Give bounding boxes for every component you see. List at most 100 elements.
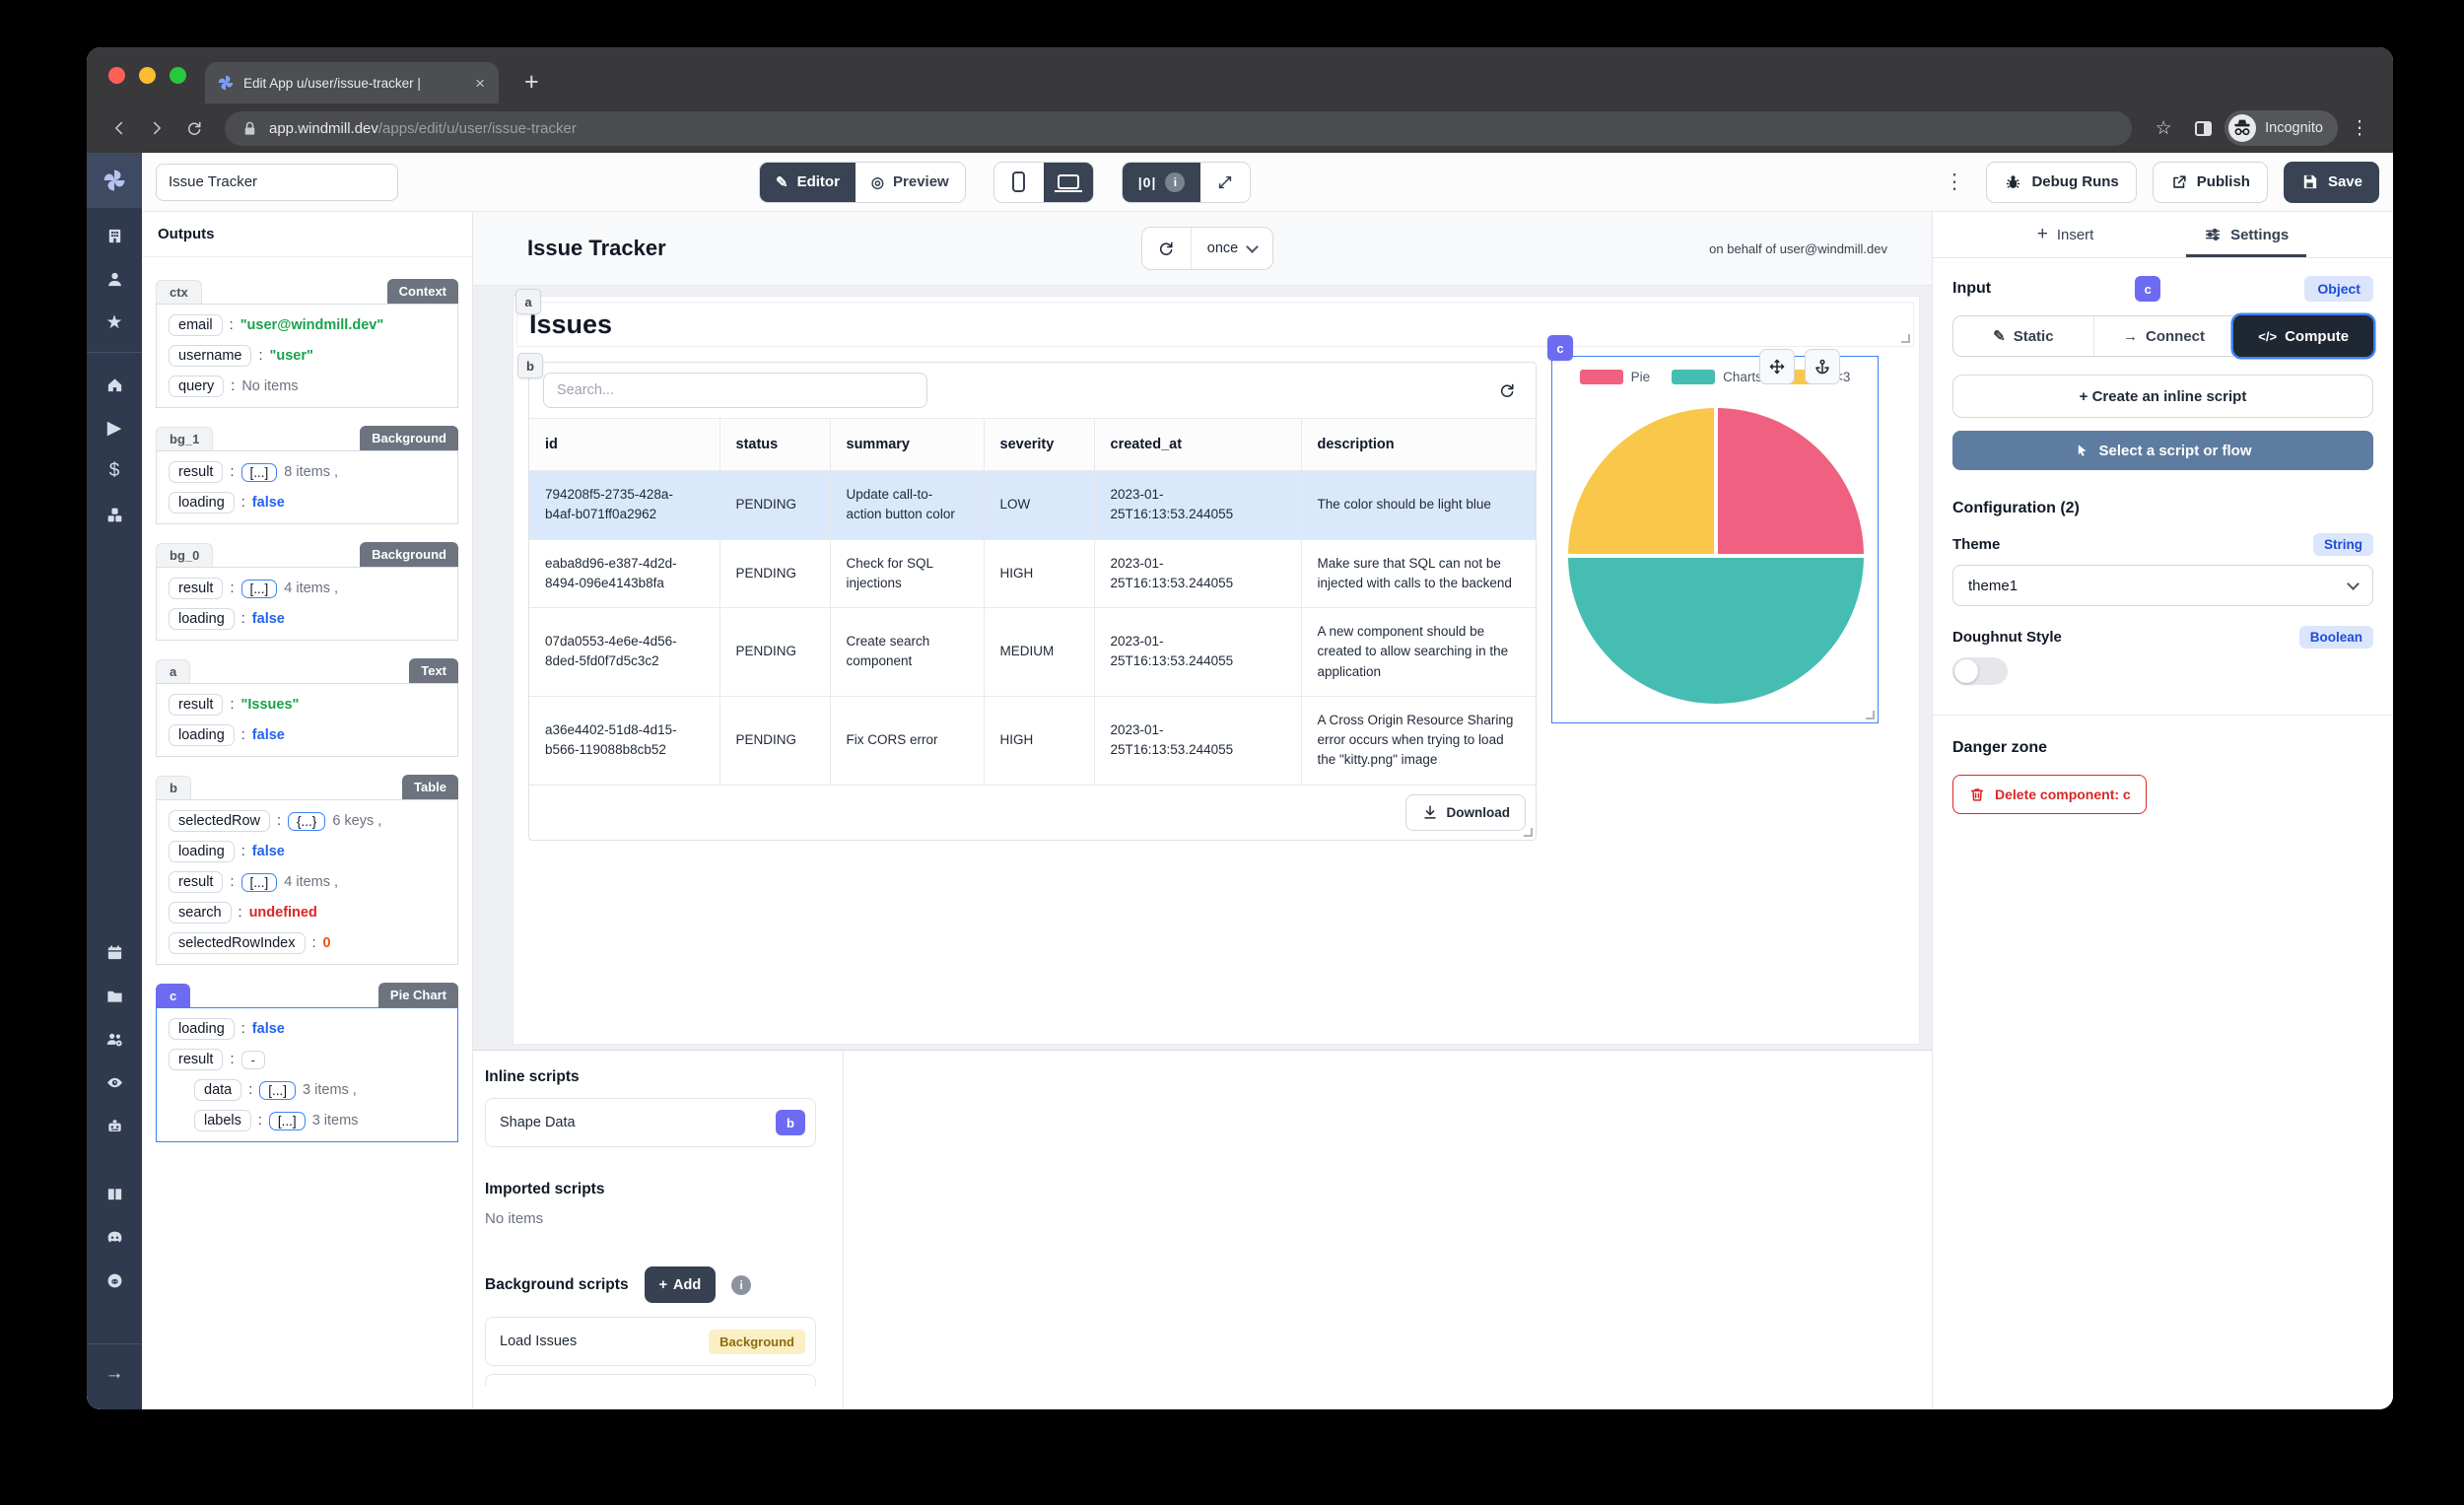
expand-value-chip[interactable]: {...} [288,811,326,831]
back-icon[interactable] [103,111,136,145]
sidebar-item-github-icon[interactable] [93,1259,136,1302]
output-key-chip[interactable]: email [169,314,223,336]
table-row[interactable]: 794208f5-2735-428a-b4af-b071ff0a2962 PEND… [529,470,1536,539]
download-button[interactable]: Download [1404,793,1526,831]
tab-insert[interactable]: + Insert [2031,212,2100,257]
collapse-sidebar-arrow-right-icon[interactable]: → [93,1352,136,1396]
windmill-logo[interactable] [87,153,142,208]
expand-value-chip[interactable]: - [240,1050,265,1069]
table-component-b[interactable]: b idstatussummaryseveritycreated_atdescr… [517,353,1537,841]
incognito-badge[interactable]: Incognito [2224,110,2338,146]
expand-value-chip[interactable]: [...] [268,1111,306,1130]
sidebar-item-book-icon[interactable] [93,1172,136,1215]
mobile-view-button[interactable] [993,162,1044,202]
output-id-chip[interactable]: a [156,659,191,683]
doughnut-style-toggle[interactable] [1952,657,2008,685]
expand-value-chip[interactable]: [...] [240,462,278,482]
close-window-button[interactable] [108,67,125,84]
tab-close-icon[interactable]: × [475,73,485,93]
browser-tab[interactable]: Edit App u/user/issue-tracker | × [205,62,499,103]
sidebar-item-dollar-icon[interactable]: $ [93,449,136,493]
sidebar-item-user-icon[interactable] [93,257,136,301]
tab-settings[interactable]: Settings [2186,212,2307,257]
output-id-chip[interactable]: bg_1 [156,427,214,450]
bookmark-star-icon[interactable]: ☆ [2146,110,2181,146]
sidebar-item-cubes-icon[interactable] [93,493,136,536]
output-key-chip[interactable]: labels [194,1110,251,1131]
sidebar-item-user-group-gear-icon[interactable] [93,1017,136,1060]
minimize-window-button[interactable] [139,67,156,84]
zoom-window-button[interactable] [170,67,186,84]
fullscreen-button[interactable] [1200,162,1251,202]
job-counter-button[interactable]: |0| i [1122,162,1201,202]
new-tab-button[interactable]: + [518,67,545,98]
legend-item[interactable]: Charts [1672,370,1762,384]
output-key-chip[interactable]: search [169,902,232,924]
refresh-mode-dropdown[interactable]: once [1191,228,1273,269]
reload-icon[interactable] [177,111,211,145]
select-script-button[interactable]: Select a script or flow [1952,431,2373,470]
output-id-chip[interactable]: b [156,776,191,799]
output-key-chip[interactable]: result [169,694,224,716]
sidebar-item-calendar-icon[interactable] [93,930,136,974]
side-panel-icon[interactable] [2185,110,2221,146]
sidebar-item-folder-icon[interactable] [93,974,136,1017]
theme-select[interactable]: theme1 [1952,565,2373,606]
static-mode-button[interactable]: ✎ Static [1953,316,2094,356]
compute-mode-button[interactable]: </> Compute [2233,315,2374,357]
create-inline-script-button[interactable]: + Create an inline script [1952,375,2373,418]
output-key-chip[interactable]: loading [169,841,235,862]
resize-handle[interactable] [1901,334,1910,343]
output-id-chip[interactable]: ctx [156,280,202,304]
table-row[interactable]: eaba8d96-e387-4d2d-8494-096e4143b8fa PEND… [529,538,1536,608]
browser-menu-icon[interactable]: ⋮ [2342,110,2377,146]
sidebar-item-robot-icon[interactable] [93,1104,136,1147]
expand-value-chip[interactable]: [...] [240,579,278,598]
output-id-chip[interactable]: c [156,984,191,1007]
expand-value-chip[interactable]: [...] [259,1080,297,1100]
connect-mode-button[interactable]: → Connect [2094,316,2235,356]
debug-runs-button[interactable]: Debug Runs [1986,161,2137,203]
move-component-icon[interactable] [1759,349,1795,384]
anchor-component-icon[interactable] [1805,349,1840,384]
expand-value-chip[interactable]: [...] [240,872,278,892]
pie-chart-component-c[interactable]: c Pie Charts <3 [1547,335,1879,723]
resize-handle[interactable] [1524,827,1533,837]
sidebar-item-star-icon[interactable]: ★ [93,301,136,344]
editor-tab[interactable]: ✎ Editor [760,162,856,202]
output-key-chip[interactable]: selectedRow [169,810,271,832]
legend-item[interactable]: Pie [1579,370,1650,384]
output-key-chip[interactable]: result [169,871,224,893]
output-key-chip[interactable]: result [169,1049,224,1070]
add-background-script-button[interactable]: + Add [644,1266,717,1303]
output-key-chip[interactable]: loading [169,724,235,746]
script-card[interactable]: Load Issues Background [485,1317,816,1366]
app-name-input[interactable] [156,163,398,201]
resize-handle[interactable] [1866,711,1875,719]
delete-component-button[interactable]: Delete component: c [1952,775,2147,814]
output-id-chip[interactable]: bg_0 [156,543,214,567]
sidebar-item-home-icon[interactable] [93,363,136,406]
output-key-chip[interactable]: loading [169,492,235,513]
output-key-chip[interactable]: loading [169,608,235,630]
output-key-chip[interactable]: selectedRowIndex [169,932,306,954]
script-card[interactable]: Shape Data b [485,1098,816,1147]
publish-button[interactable]: Publish [2152,161,2268,203]
more-options-icon[interactable]: ⋮ [1938,171,1970,193]
refresh-app-button[interactable] [1141,228,1192,269]
save-button[interactable]: Save [2283,161,2379,203]
table-row[interactable]: a36e4402-51d8-4d15-b566-119088b8cb52 PEND… [529,695,1536,785]
sidebar-item-building-icon[interactable] [93,214,136,257]
forward-icon[interactable] [140,111,173,145]
output-key-chip[interactable]: username [169,345,252,367]
search-input[interactable] [543,373,927,408]
address-bar[interactable]: app.windmill.dev/apps/edit/u/user/issue-… [225,110,2133,146]
output-key-chip[interactable]: query [169,376,225,397]
output-key-chip[interactable]: loading [169,1018,235,1040]
sidebar-item-discord-icon[interactable] [93,1215,136,1259]
output-key-chip[interactable]: data [194,1079,242,1101]
output-key-chip[interactable]: result [169,578,224,599]
table-refresh-icon[interactable] [1492,380,1522,400]
info-icon[interactable]: i [731,1274,752,1295]
sidebar-item-play-icon[interactable]: ▶ [93,406,136,449]
